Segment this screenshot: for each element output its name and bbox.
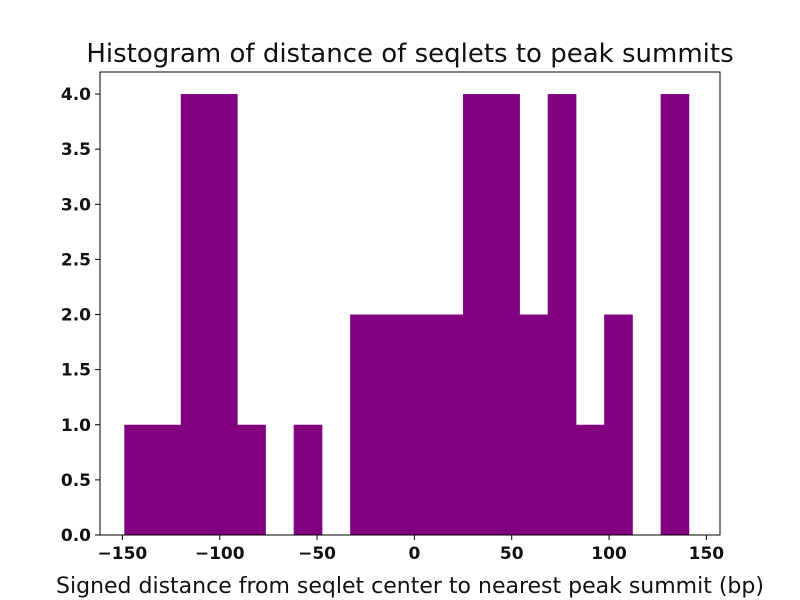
histogram-bar-16 [575, 424, 605, 535]
histogram-bar-9 [378, 314, 407, 535]
y-tick-label: 3.0 [61, 195, 91, 215]
y-axis: 0.0 0.5 1.0 1.5 2.0 2.5 3.0 3.5 4.0 [61, 85, 100, 546]
histogram-bar-19 [660, 94, 690, 536]
histogram-bar-15 [547, 94, 577, 536]
y-tick-label: 2.0 [61, 306, 91, 326]
y-tick-label: 1.5 [61, 361, 91, 381]
histogram-bar-11 [434, 314, 464, 535]
x-tick-label: −150 [98, 544, 148, 564]
x-tick-label: 100 [591, 544, 627, 564]
y-tick-label: 2.5 [61, 250, 91, 270]
y-tick-label: 0.5 [61, 471, 91, 491]
x-axis-label: Signed distance from seqlet center to ne… [56, 574, 764, 599]
histogram-bar-2 [180, 94, 210, 536]
x-tick-label: 50 [500, 544, 524, 564]
y-tick-label: 0.0 [61, 526, 91, 546]
histogram-bar-3 [209, 94, 238, 536]
x-tick-label: −100 [195, 544, 245, 564]
y-tick-label: 3.5 [61, 140, 91, 160]
histogram-bar-0 [124, 424, 153, 535]
chart-title: Histogram of distance of seqlets to peak… [86, 39, 733, 69]
histogram-bar-4 [237, 424, 266, 535]
histogram-bar-13 [491, 94, 520, 536]
histogram-bar-8 [350, 314, 379, 535]
y-tick-label: 1.0 [61, 416, 91, 436]
histogram-bar-17 [604, 314, 633, 535]
histogram-bar-1 [152, 424, 182, 535]
histogram-bar-6 [293, 424, 323, 535]
x-tick-label: −50 [298, 544, 336, 564]
plot-frame [99, 71, 721, 536]
y-tick-label: 4.0 [61, 85, 91, 105]
x-tick-label: 0 [408, 544, 420, 564]
bars-group [124, 94, 690, 536]
histogram-bar-14 [519, 314, 549, 535]
histogram-bar-12 [463, 94, 492, 536]
x-axis: −150 −100 −50 0 50 100 150 [98, 535, 725, 564]
histogram-bar-10 [406, 314, 436, 535]
x-tick-label: 150 [689, 544, 725, 564]
